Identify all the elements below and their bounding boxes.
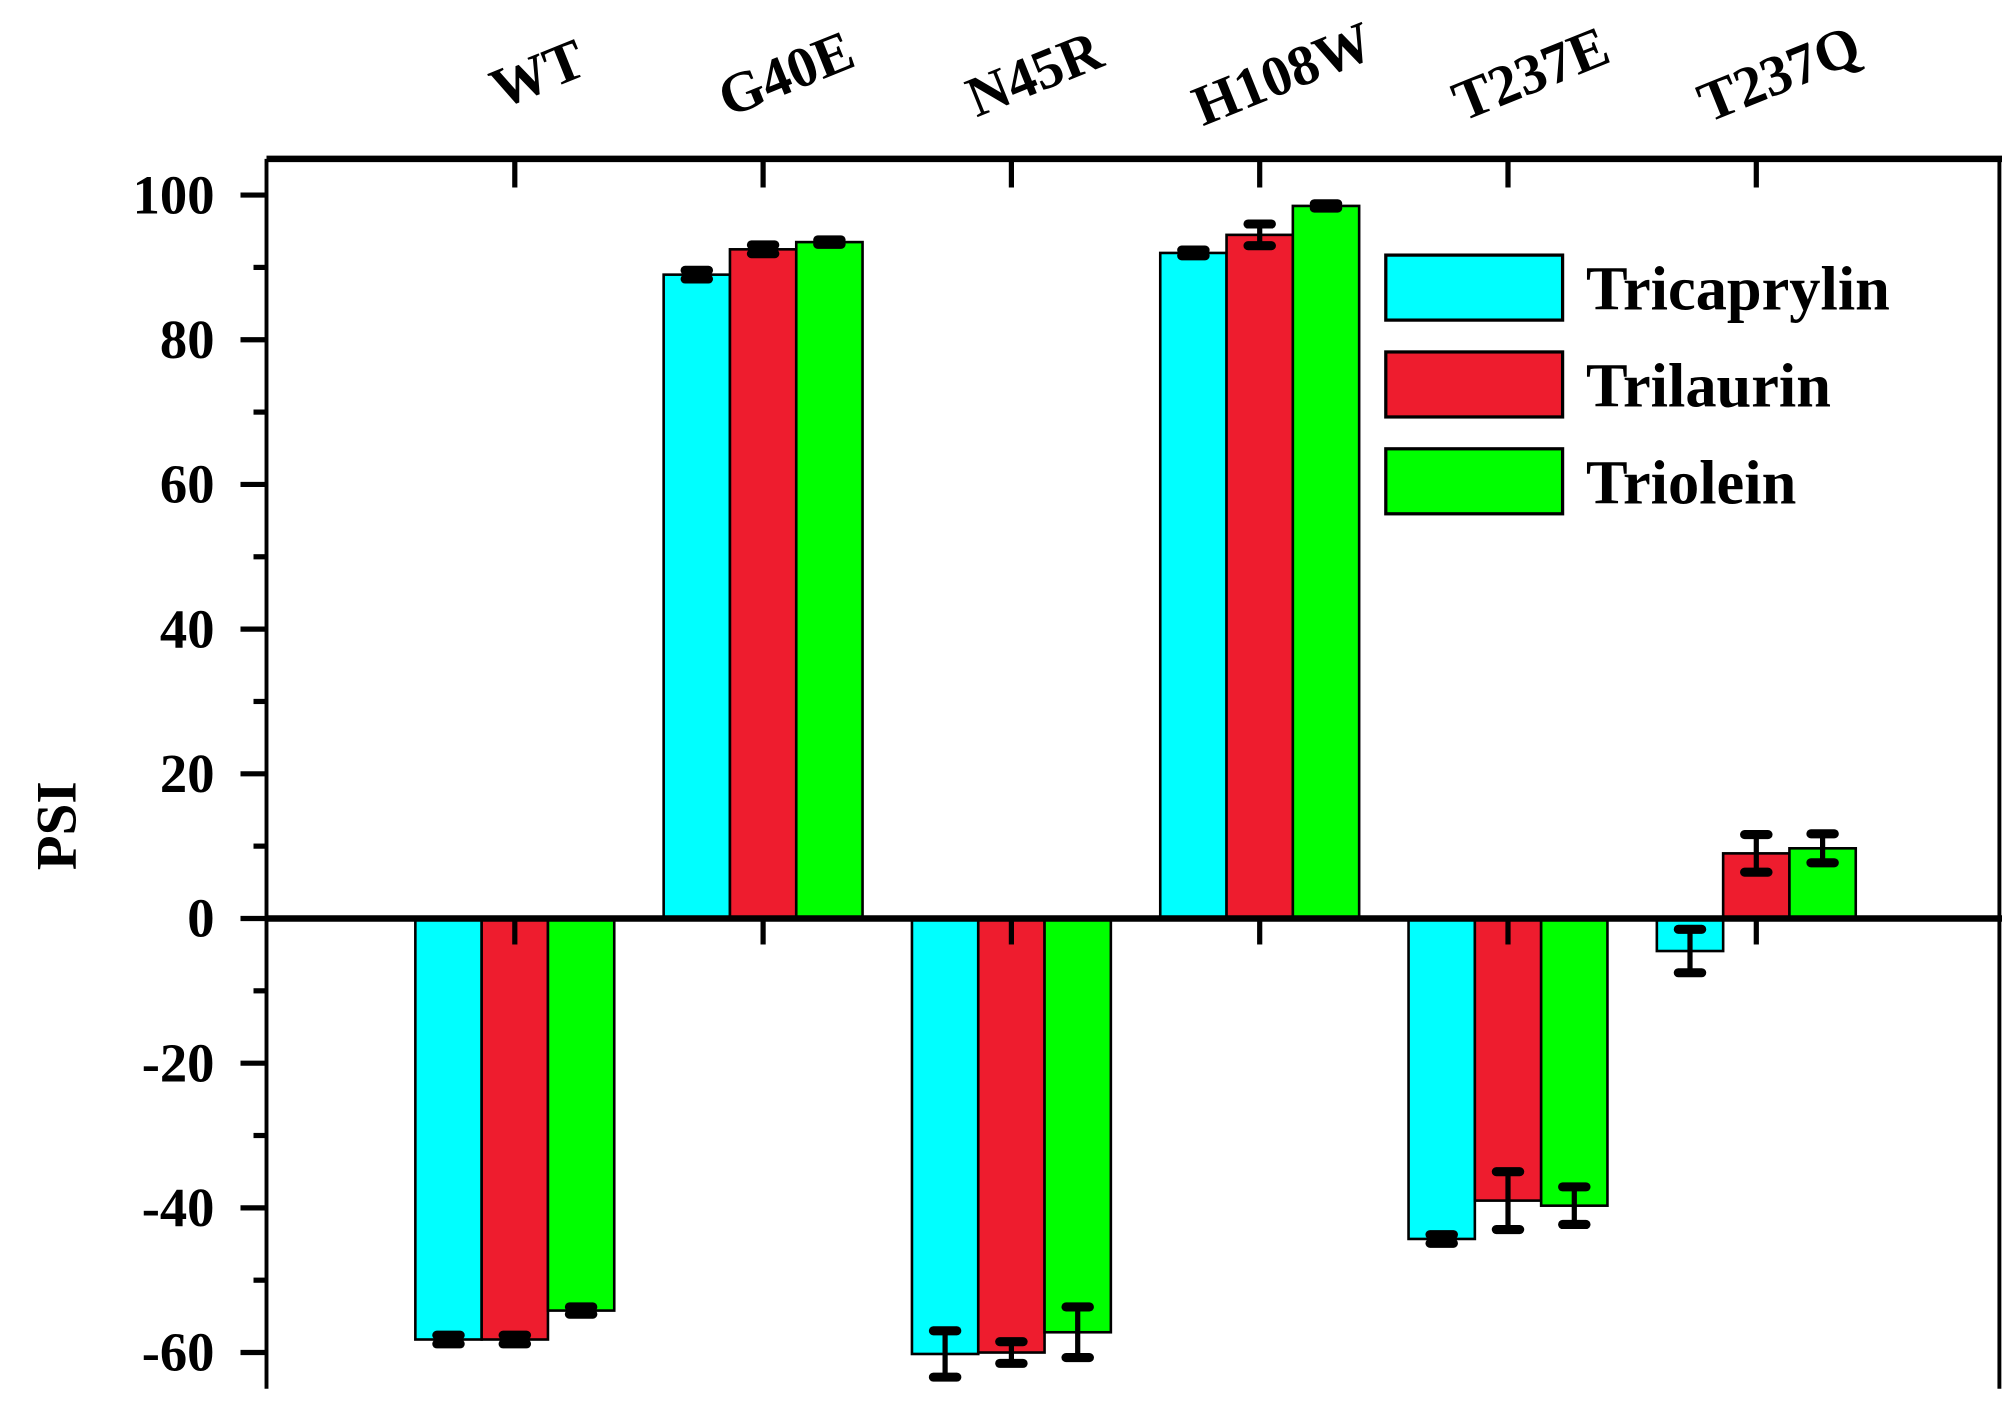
y-tick-label: 0 xyxy=(187,888,214,949)
legend-swatch-triolein xyxy=(1384,447,1565,516)
bar-triolein-n45r xyxy=(1043,917,1113,1334)
bar-trilaurin-wt xyxy=(480,917,550,1341)
bar-trilaurin-g40e xyxy=(728,248,798,920)
bar-trilaurin-t237e xyxy=(1473,917,1543,1202)
y-tick-label: -40 xyxy=(142,1177,215,1238)
legend-label: Triolein xyxy=(1586,448,1796,517)
y-tick-label: -20 xyxy=(142,1032,215,1093)
y-tick-label: 40 xyxy=(160,598,215,659)
bar-trilaurin-n45r xyxy=(976,917,1046,1354)
y-tick-label: -60 xyxy=(142,1322,215,1383)
x-tick-label: T237E xyxy=(1444,15,1618,134)
legend-label: Tricaprylin xyxy=(1586,255,1890,324)
bar-tricaprylin-wt xyxy=(414,917,483,1341)
legend-label: Trilaurin xyxy=(1586,352,1831,421)
x-tick-label: T237Q xyxy=(1689,13,1869,135)
x-tick-label: H108W xyxy=(1184,10,1381,139)
y-tick-label: 60 xyxy=(160,454,215,515)
bar-triolein-g40e xyxy=(794,240,864,920)
y-tick-label: 20 xyxy=(160,743,215,804)
bars-layer xyxy=(414,199,1858,1382)
bar-tricaprylin-n45r xyxy=(910,917,980,1356)
x-tick-label: WT xyxy=(482,27,594,121)
y-tick-label: 80 xyxy=(160,309,215,370)
bar-triolein-t237e xyxy=(1539,917,1609,1207)
x-tick-label: G40E xyxy=(709,19,862,130)
bar-triolein-wt xyxy=(546,917,616,1312)
bar-trilaurin-h108w xyxy=(1225,233,1295,920)
bar-tricaprylin-g40e xyxy=(662,273,732,920)
bar-tricaprylin-h108w xyxy=(1158,251,1228,920)
bar-tricaprylin-t237e xyxy=(1407,917,1477,1241)
legend-swatch-tricaprylin xyxy=(1384,253,1565,322)
bar-triolein-h108w xyxy=(1291,204,1361,920)
x-tick-label: N45R xyxy=(958,18,1112,129)
y-axis-label: PSI xyxy=(25,781,88,870)
legend: Tricaprylin Trilaurin Triolein xyxy=(1384,253,1890,517)
legend-swatch-trilaurin xyxy=(1384,350,1565,419)
y-tick-label: 100 xyxy=(133,164,215,225)
